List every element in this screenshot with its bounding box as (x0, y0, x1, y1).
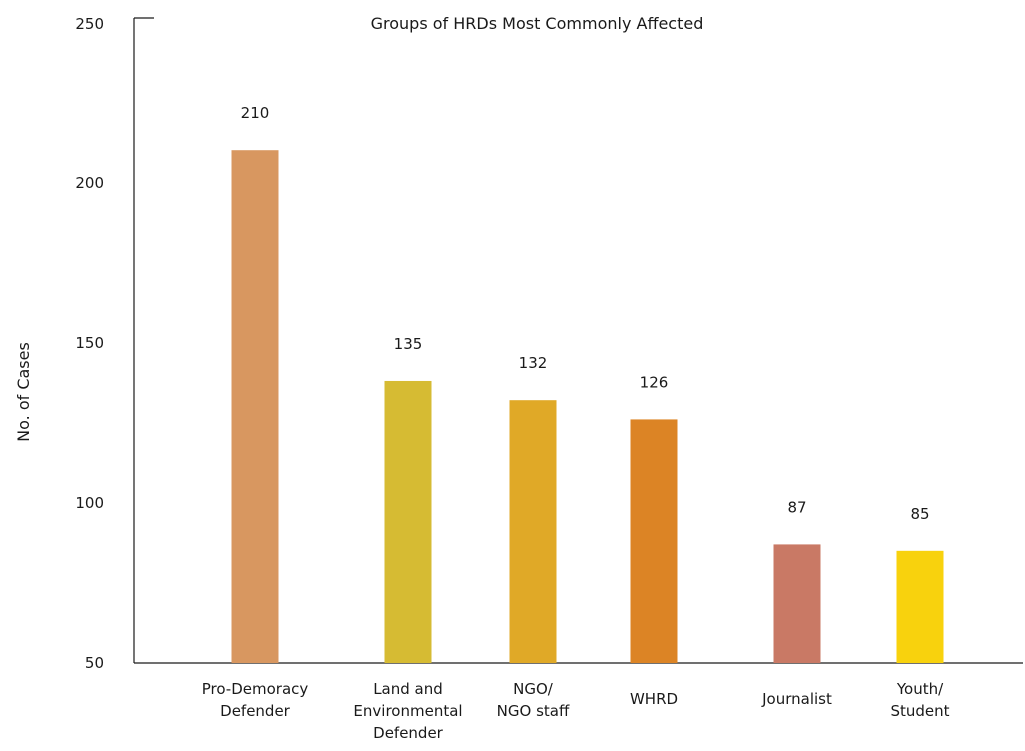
category-label: Defender (373, 724, 444, 742)
bar-value-label: 210 (241, 104, 270, 122)
category-label: Youth/ (896, 680, 944, 698)
bar (384, 380, 432, 663)
data-labels: 210 135 132 126 87 85 (241, 104, 930, 523)
y-tick-label: 200 (75, 174, 104, 192)
category-label: Land and (373, 680, 443, 698)
category-label: Journalist (761, 690, 832, 708)
bar (773, 544, 821, 663)
y-tick-label: 100 (75, 494, 104, 512)
y-axis-label: No. of Cases (14, 342, 33, 442)
category-label: WHRD (630, 690, 678, 708)
bar (896, 550, 944, 663)
bars (231, 150, 944, 663)
bar (630, 419, 678, 663)
bar (509, 400, 557, 663)
chart-title: Groups of HRDs Most Commonly Affected (371, 14, 704, 33)
bar-value-label: 126 (640, 373, 669, 391)
y-tick-labels: 50 100 150 200 250 (75, 15, 104, 672)
category-label: Defender (220, 702, 291, 720)
bar (231, 150, 279, 663)
y-tick-label: 50 (85, 654, 104, 672)
bar-value-label: 87 (787, 498, 806, 516)
bar-value-label: 85 (910, 505, 929, 523)
category-label: NGO/ (513, 680, 554, 698)
category-label: Environmental (353, 702, 462, 720)
bar-value-label: 135 (394, 335, 423, 353)
bar-value-label: 132 (519, 354, 548, 372)
y-tick-label: 250 (75, 15, 104, 33)
category-label: NGO staff (497, 702, 570, 720)
category-label: Student (890, 702, 949, 720)
y-tick-label: 150 (75, 334, 104, 352)
category-label: Pro-Demoracy (202, 680, 309, 698)
category-labels: Pro-Demoracy Defender Land and Environmenta… (202, 680, 950, 742)
